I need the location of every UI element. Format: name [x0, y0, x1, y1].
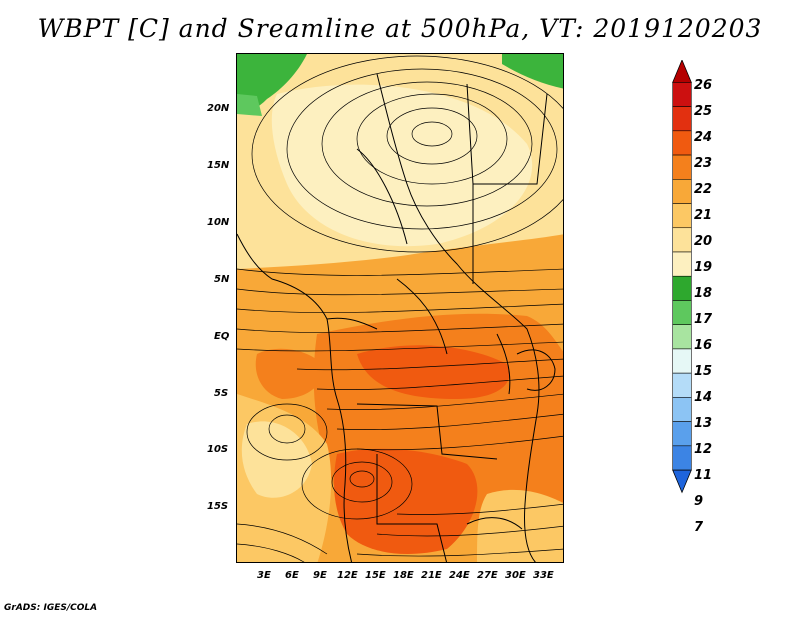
lat-label-20n: 20N [207, 103, 230, 114]
lon-label-30e: 30E [505, 570, 526, 581]
lat-label-5s: 5S [214, 388, 229, 399]
colorbar-label: 15 [694, 364, 713, 379]
colorbar-label: 11 [694, 468, 713, 483]
colorbar-swatch [672, 227, 692, 253]
colorbar-label: 24 [694, 130, 713, 145]
colorbar-swatches [672, 59, 692, 494]
colorbar-swatch [672, 421, 692, 447]
lat-label-15n: 15N [207, 160, 230, 171]
lat-label-10s: 10S [207, 444, 229, 455]
colorbar [672, 59, 692, 530]
lon-label-6e: 6E [285, 570, 299, 581]
colorbar-label: 16 [694, 338, 713, 353]
colorbar-label: 17 [694, 312, 713, 327]
lon-label-12e: 12E [337, 570, 358, 581]
colorbar-label: 26 [694, 78, 713, 93]
lon-label-21e: 21E [421, 570, 442, 581]
colorbar-label: 23 [694, 156, 713, 171]
colorbar-label: 9 [694, 494, 704, 509]
credit-text: GrADS: IGES/COLA [4, 603, 98, 613]
lon-label-9e: 9E [313, 570, 327, 581]
coastlines [237, 73, 556, 562]
colorbar-swatch [672, 324, 692, 350]
colorbar-swatch [672, 251, 692, 277]
colorbar-swatch [672, 179, 692, 204]
green-ne [502, 54, 563, 89]
streamlines [237, 55, 563, 562]
lat-label-eq: EQ [214, 331, 230, 342]
colorbar-bottom-arrow [672, 469, 692, 494]
map-title: WBPT [C] and Sreamline at 500hPa, VT: 20… [37, 14, 763, 43]
colorbar-swatch [672, 130, 692, 156]
colorbar-label: 21 [694, 208, 713, 223]
colorbar-top-arrow [672, 59, 692, 83]
colorbar-label: 22 [694, 182, 713, 197]
colorbar-label: 13 [694, 416, 713, 431]
colorbar-swatch [672, 348, 692, 374]
lon-label-3e: 3E [257, 570, 271, 581]
lon-label-27e: 27E [477, 570, 498, 581]
colorbar-swatch [672, 397, 692, 422]
colorbar-label: 25 [694, 104, 713, 119]
lat-label-5n: 5N [214, 274, 230, 285]
colorbar-swatch [672, 300, 692, 325]
colorbar-swatch [672, 445, 692, 471]
lon-label-15e: 15E [365, 570, 386, 581]
colorbar-swatch [672, 275, 692, 301]
colorbar-label: 14 [694, 390, 713, 405]
colorbar-label: 12 [694, 442, 713, 457]
lon-label-33e: 33E [533, 570, 554, 581]
colorbar-label: 7 [694, 520, 704, 535]
lon-label-24e: 24E [449, 570, 470, 581]
colorbar-swatch [672, 106, 692, 132]
colorbar-swatch [672, 82, 692, 107]
map-panel [236, 53, 564, 563]
colorbar-swatch [672, 154, 692, 180]
colorbar-label: 19 [694, 260, 713, 275]
colorbar-swatch [672, 372, 692, 398]
colorbar-swatch [672, 203, 692, 229]
lat-label-10n: 10N [207, 217, 230, 228]
wbpt-field [237, 54, 563, 562]
lon-label-18e: 18E [393, 570, 414, 581]
colorbar-label: 18 [694, 286, 713, 301]
lat-label-15s: 15S [207, 501, 229, 512]
colorbar-label: 20 [694, 234, 713, 249]
